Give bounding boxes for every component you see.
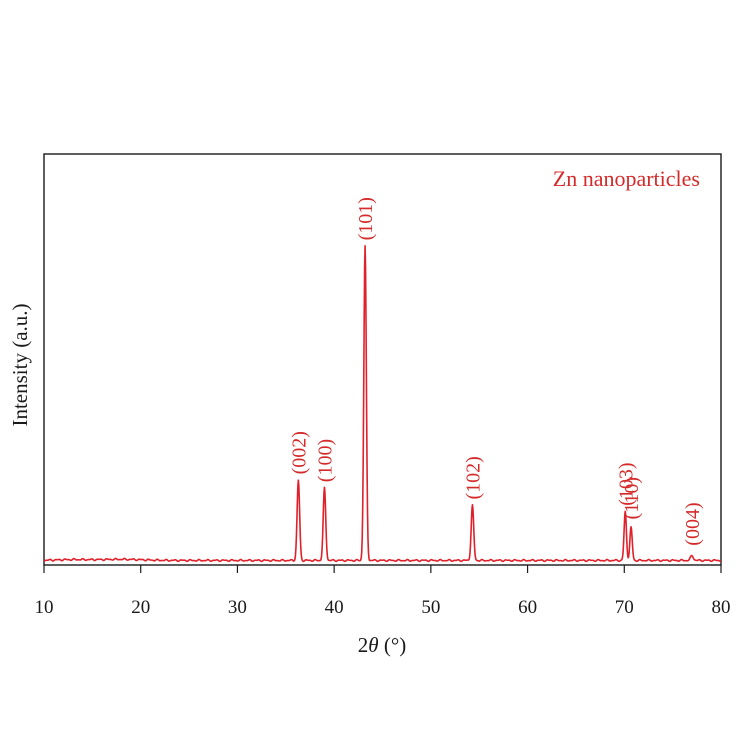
series-line-zn-nanoparticles (43, 244, 722, 563)
peak-labels: (002) (100) (101) (102) (103)(110) (004) (288, 197, 704, 546)
peak-label: (002) (288, 431, 310, 474)
peak-label: (110) (621, 477, 643, 520)
x-tick-label: 30 (228, 597, 247, 618)
legend-entry-zn-nanoparticles: Zn nanoparticles (553, 166, 700, 191)
peak-label: (102) (462, 456, 484, 499)
plot-frame (43, 153, 722, 566)
x-axis-ticks: 10 20 30 40 50 60 70 80 (35, 565, 731, 618)
x-axis-title-symbol: θ (368, 633, 378, 657)
x-tick-label: 70 (615, 597, 634, 618)
peak-label: (101) (355, 197, 377, 240)
plot-border (43, 153, 722, 566)
x-axis-title: 2θ (°) (358, 633, 406, 657)
x-tick-label: 40 (325, 597, 344, 618)
x-tick-label: 50 (421, 597, 440, 618)
x-axis-title-prefix: 2 (358, 633, 369, 657)
x-tick-label: 10 (35, 597, 54, 618)
x-tick-label: 20 (131, 597, 150, 618)
peak-label: (004) (682, 502, 704, 545)
x-tick-label: 80 (712, 597, 731, 618)
x-axis-title-unit: (°) (379, 633, 407, 657)
peak-label: (103) (615, 462, 637, 505)
x-tick-label: 60 (518, 597, 537, 618)
peak-label: (100) (315, 439, 337, 482)
y-axis-title: Intensity (a.u.) (8, 303, 32, 426)
